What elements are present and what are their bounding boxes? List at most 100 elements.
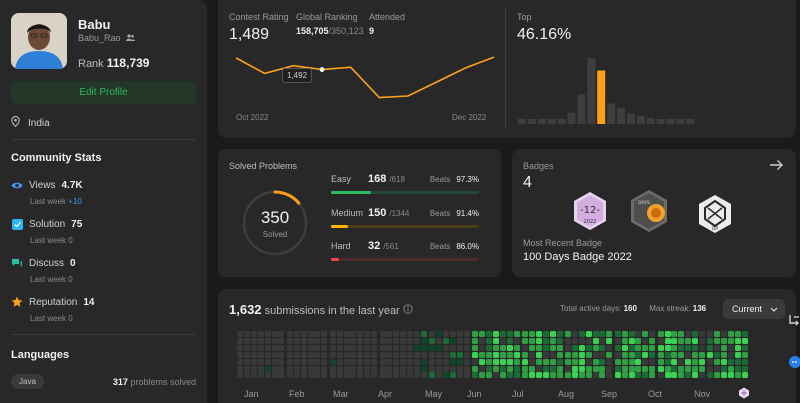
heatmap-cell[interactable] [371,337,378,344]
heatmap-cell[interactable] [250,331,257,337]
heatmap-cell[interactable] [393,331,400,337]
heatmap-cell[interactable] [407,358,414,365]
heatmap-cell[interactable] [671,365,678,372]
heatmap-cell[interactable] [513,365,520,372]
heatmap-cell[interactable] [336,365,343,372]
heatmap-cell[interactable] [420,344,427,351]
heatmap-cell[interactable] [556,331,563,337]
heatmap-cell[interactable] [556,365,563,372]
heatmap-cell[interactable] [286,337,293,344]
heatmap-cell[interactable] [628,372,635,379]
heatmap-cell[interactable] [379,372,386,379]
heatmap-cell[interactable] [578,372,585,379]
heatmap-cell[interactable] [278,372,285,379]
heatmap-cell[interactable] [420,331,427,337]
heatmap-cell[interactable] [336,372,343,379]
heatmap-cell[interactable] [350,365,357,372]
heatmap-cell[interactable] [420,372,427,379]
heatmap-cell[interactable] [513,337,520,344]
heatmap-cell[interactable] [571,351,578,358]
heatmap-cell[interactable] [393,365,400,372]
heatmap-cell[interactable] [321,344,328,351]
heatmap-cell[interactable] [257,372,264,379]
heatmap-cell[interactable] [564,337,571,344]
heatmap-cell[interactable] [649,337,656,344]
heatmap-cell[interactable] [642,351,649,358]
heatmap-cell[interactable] [728,372,735,379]
heatmap-cell[interactable] [472,372,479,379]
heatmap-cell[interactable] [585,337,592,344]
heatmap-cell[interactable] [436,337,443,344]
heatmap-cell[interactable] [357,344,364,351]
heatmap-cell[interactable] [243,365,250,372]
heatmap-cell[interactable] [592,351,599,358]
heatmap-cell[interactable] [735,344,741,351]
heatmap-cell[interactable] [321,337,328,344]
heatmap-cell[interactable] [300,351,307,358]
heatmap-cell[interactable] [542,351,549,358]
heatmap-cell[interactable] [414,372,420,379]
heatmap-cell[interactable] [379,351,386,358]
heatmap-cell[interactable] [528,365,535,372]
heatmap-cell[interactable] [357,337,364,344]
heatmap-cell[interactable] [578,344,585,351]
heatmap-cell[interactable] [628,344,635,351]
heatmap-cell[interactable] [371,344,378,351]
heatmap-cell[interactable] [463,372,470,379]
heatmap-cell[interactable] [571,331,578,337]
heatmap-cell[interactable] [556,351,563,358]
heatmap-cell[interactable] [735,337,741,344]
heatmap-cell[interactable] [628,365,635,372]
heatmap-cell[interactable] [528,351,535,358]
heatmap-cell[interactable] [293,358,300,365]
heatmap-cell[interactable] [321,372,328,379]
heatmap-cell[interactable] [699,344,705,351]
heatmap-cell[interactable] [492,358,499,365]
heatmap-cell[interactable] [685,351,692,358]
heatmap-cell[interactable] [628,337,635,344]
heatmap-cell[interactable] [237,331,243,337]
heatmap-cell[interactable] [357,331,364,337]
heatmap-cell[interactable] [635,344,642,351]
heatmap-cell[interactable] [699,372,705,379]
heatmap-cell[interactable] [513,351,520,358]
heatmap-cell[interactable] [343,365,350,372]
heatmap-cell[interactable] [657,351,664,358]
language-tag[interactable]: Java [11,374,44,389]
heatmap-cell[interactable] [386,365,393,372]
arrow-right-icon[interactable] [769,159,784,174]
heatmap-cell[interactable] [522,344,528,351]
heatmap-cell[interactable] [450,372,456,379]
heatmap-cell[interactable] [264,331,271,337]
heatmap-cell[interactable] [528,337,535,344]
heatmap-cell[interactable] [479,337,486,344]
heatmap-cell[interactable] [571,365,578,372]
heatmap-cell[interactable] [243,337,250,344]
heatmap-cell[interactable] [450,344,456,351]
heatmap-cell[interactable] [707,351,714,358]
heatmap-cell[interactable] [635,351,642,358]
heatmap-cell[interactable] [436,372,443,379]
heatmap-cell[interactable] [699,365,705,372]
heatmap-cell[interactable] [336,358,343,365]
heatmap-cell[interactable] [549,331,556,337]
heatmap-cell[interactable] [407,351,414,358]
heatmap-cell[interactable] [664,344,671,351]
heatmap-cell[interactable] [264,372,271,379]
rating-point-highlight[interactable] [319,67,325,72]
heatmap-cell[interactable] [364,365,371,372]
heatmap-cell[interactable] [293,337,300,344]
heatmap-cell[interactable] [429,365,436,372]
heatmap-cell[interactable] [307,365,314,372]
info-icon[interactable] [403,304,413,317]
edit-profile-button[interactable]: Edit Profile [11,81,196,104]
heatmap-cell[interactable] [271,351,278,358]
heatmap-cell[interactable] [472,344,479,351]
heatmap-cell[interactable] [671,372,678,379]
heatmap-cell[interactable] [599,331,606,337]
heatmap-cell[interactable] [564,344,571,351]
heatmap-cell[interactable] [556,358,563,365]
heatmap-cell[interactable] [549,337,556,344]
heatmap-cell[interactable] [707,365,714,372]
heatmap-cell[interactable] [237,358,243,365]
